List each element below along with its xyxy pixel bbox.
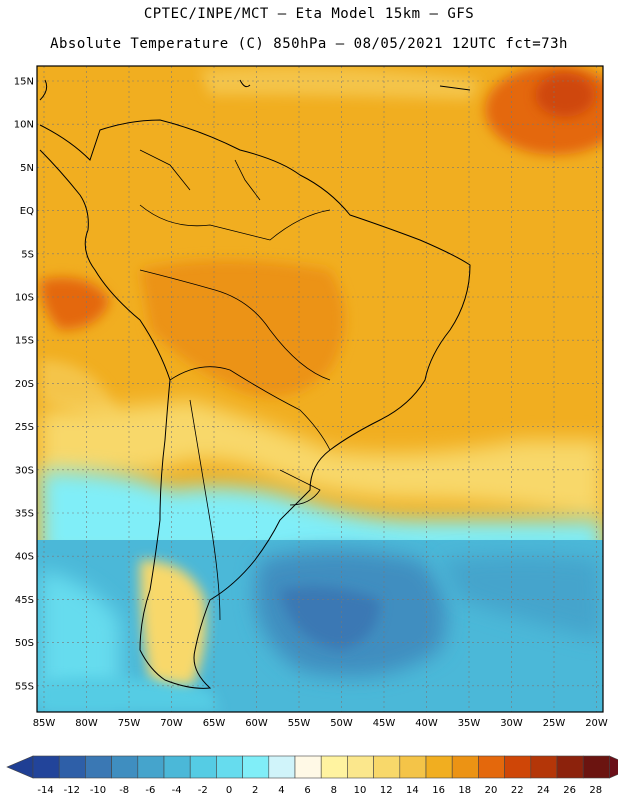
- colorbar-tick-label: 8: [331, 785, 337, 796]
- colorbar-tick-label: -6: [145, 785, 155, 796]
- title-line-1: CPTEC/INPE/MCT – Eta Model 15km – GFS: [143, 6, 475, 22]
- lon-label: 85W: [33, 718, 56, 729]
- colorbar-tick-label: 14: [406, 785, 419, 796]
- lat-label: 15N: [14, 77, 34, 88]
- lon-label: 55W: [288, 718, 311, 729]
- lat-label: 55S: [15, 681, 34, 692]
- colorbar-segment: [347, 755, 374, 779]
- colorbar-tick-label: -10: [90, 785, 106, 796]
- colorbar-segment: [137, 755, 165, 779]
- lon-label: 20W: [585, 718, 608, 729]
- colorbar-tick-label: 12: [380, 785, 393, 796]
- colorbar-tick-label: 24: [537, 785, 550, 796]
- colorbar-segment: [163, 755, 191, 779]
- lon-label: 75W: [118, 718, 141, 729]
- colorbar-tick-label: 26: [563, 785, 576, 796]
- colorbar-tick-label: 0: [226, 785, 232, 796]
- lat-label: 20S: [15, 379, 34, 390]
- colorbar-tick-label: 22: [511, 785, 524, 796]
- map-frame: [36, 65, 604, 713]
- colorbar-segment: [504, 755, 532, 779]
- lat-label: 35S: [15, 509, 34, 520]
- colorbar-segment: [216, 755, 243, 779]
- colorbar-tick-label: 18: [458, 785, 471, 796]
- colorbar-segment: [451, 755, 479, 779]
- colorbar-over-arrow: [609, 755, 618, 779]
- colorbar-tick-label: -4: [172, 785, 182, 796]
- lat-label: 40S: [15, 552, 34, 563]
- temperature-field: [37, 66, 603, 712]
- coastline: [39, 79, 471, 689]
- colorbar-segment: [189, 755, 217, 779]
- lat-label: 5N: [20, 163, 34, 174]
- lat-label: 5S: [21, 249, 34, 260]
- lat-label: 45S: [15, 595, 34, 606]
- colorbar-segment: [425, 755, 453, 779]
- colorbar-segment: [294, 755, 322, 779]
- colorbar-under-arrow: [6, 755, 34, 779]
- colorbar-segment: [530, 755, 558, 779]
- colorbar-tick-label: 6: [304, 785, 310, 796]
- colorbar-segment: [85, 755, 112, 779]
- lon-label: 80W: [75, 718, 98, 729]
- colorbar-tick-label: -8: [119, 785, 129, 796]
- colorbar-tick-label: -14: [37, 785, 53, 796]
- lat-label: 10N: [14, 120, 34, 131]
- colorbar-segment: [268, 755, 296, 779]
- lat-label: 25S: [15, 422, 34, 433]
- colorbar-segment: [58, 755, 86, 779]
- colorbar-legend: -14 -12 -10 -8 -6 -4 -2 0 2 4 6 8 10 12 14 16 18 20 22 24 26…: [6, 755, 618, 796]
- colorbar-segment: [556, 755, 584, 779]
- country-borders: [139, 149, 331, 621]
- lat-label: 10S: [15, 293, 34, 304]
- lat-label: 30S: [15, 465, 34, 476]
- lon-label: 40W: [415, 718, 438, 729]
- colorbar-tick-label: 28: [589, 785, 602, 796]
- title-line-2: Absolute Temperature (C) 850hPa – 08/05/…: [50, 36, 568, 52]
- colorbar-segment: [399, 755, 427, 779]
- colorbar-segment: [373, 755, 401, 779]
- lat-label: 50S: [15, 638, 34, 649]
- lon-label: 65W: [203, 718, 226, 729]
- lon-label: 70W: [160, 718, 183, 729]
- colorbar-tick-label: 20: [485, 785, 498, 796]
- colorbar-tick-label: 16: [432, 785, 445, 796]
- graticule: [37, 66, 603, 712]
- colorbar-segment: [32, 755, 60, 779]
- colorbar-segment: [478, 755, 505, 779]
- lat-label: 15S: [15, 336, 34, 347]
- colorbar-tick-label: -2: [198, 785, 208, 796]
- colorbar-tick-label: 10: [354, 785, 367, 796]
- lon-label: 35W: [458, 718, 481, 729]
- lon-label: 60W: [245, 718, 268, 729]
- lon-label: 45W: [373, 718, 396, 729]
- colorbar-segment: [582, 755, 610, 779]
- lat-label: EQ: [20, 206, 34, 217]
- colorbar-tick-label: 2: [252, 785, 258, 796]
- axis-labels: 15N 10N 5N EQ 5S 10S 15S 20S 25S 30S 35S 40S 45S 50S 5…: [14, 77, 608, 730]
- lon-label: 25W: [543, 718, 566, 729]
- colorbar-tick-label: 4: [278, 785, 284, 796]
- lon-label: 30W: [500, 718, 523, 729]
- colorbar-segment: [242, 755, 270, 779]
- colorbar-tick-label: -12: [64, 785, 80, 796]
- colorbar-segment: [320, 755, 348, 779]
- lon-label: 50W: [330, 718, 353, 729]
- colorbar-segment: [111, 755, 139, 779]
